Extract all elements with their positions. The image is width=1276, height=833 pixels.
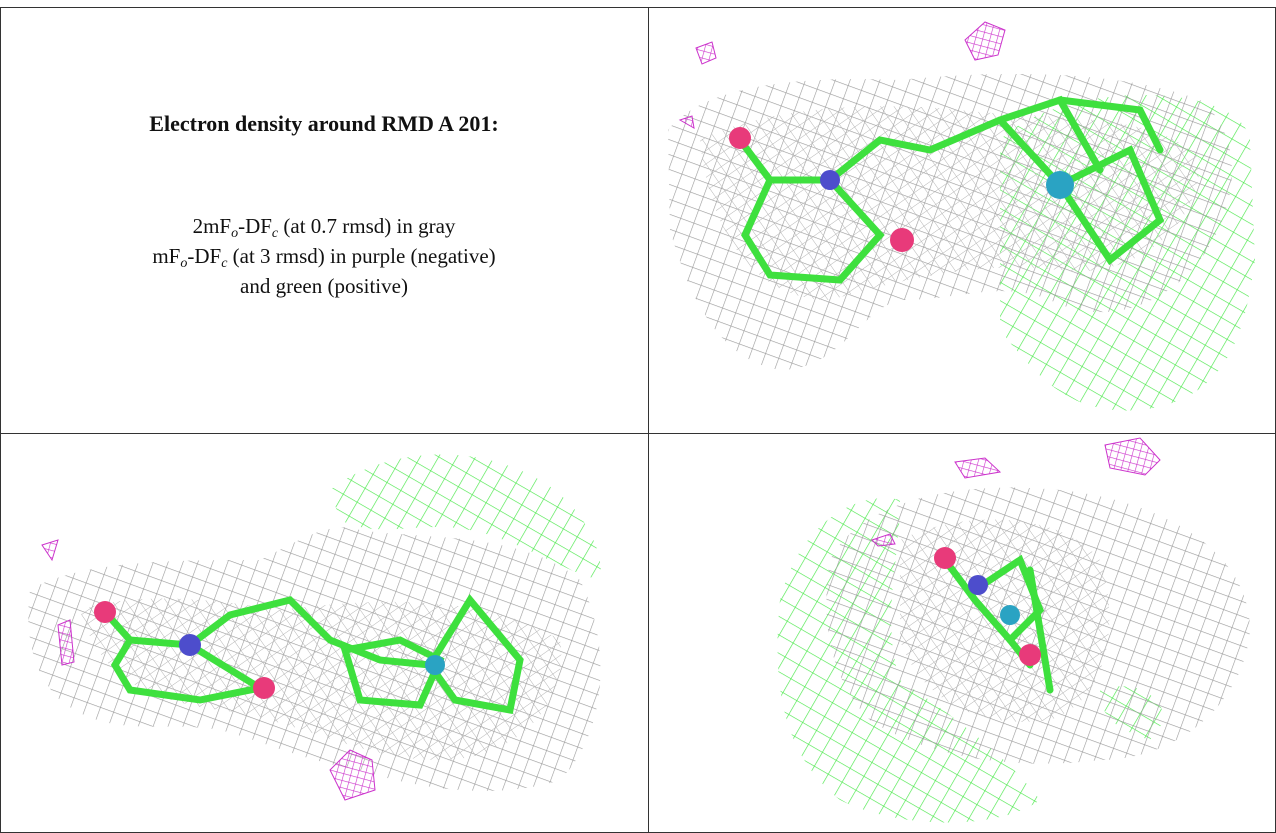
nitrogen-atom: [179, 634, 201, 656]
legend-line: 2mFo-DFc (at 0.7 rmsd) in gray: [0, 214, 648, 242]
oxygen-atom: [1019, 644, 1041, 666]
ruthenium-atom: [425, 655, 445, 675]
subscript: c: [221, 256, 228, 271]
molecule-sticks: [736, 95, 1165, 284]
legend-line: and green (positive): [0, 274, 648, 299]
text: -DF: [187, 244, 222, 268]
gray-mesh: [700, 106, 1200, 300]
subscript: c: [271, 226, 279, 241]
density-panel: [668, 21, 1255, 411]
legend-line: mFo-DFc (at 3 rmsd) in purple (negative): [0, 244, 648, 272]
oxygen-atom: [890, 228, 914, 252]
purple-mesh: [1104, 437, 1161, 476]
subscript: o: [231, 226, 239, 241]
legend-title: Electron density around RMD A 201:: [149, 111, 499, 136]
text: (at 3 rmsd) in purple (negative): [227, 244, 496, 268]
text: (at 0.7 rmsd) in gray: [278, 214, 456, 238]
purple-mesh: [871, 533, 896, 547]
subscript: o: [180, 256, 188, 271]
density-panel: [28, 454, 601, 801]
purple-mesh: [964, 21, 1006, 61]
green-mesh: [330, 454, 601, 580]
text: -DF: [238, 214, 272, 238]
purple-mesh: [695, 41, 717, 65]
purple-mesh: [954, 457, 1002, 479]
text: 2mF: [192, 214, 232, 238]
ruthenium-atom: [1046, 171, 1074, 199]
purple-mesh: [678, 115, 695, 129]
molecule-sticks: [101, 594, 524, 715]
oxygen-atom: [729, 127, 751, 149]
purple-mesh: [329, 749, 376, 801]
oxygen-atom: [934, 547, 956, 569]
nitrogen-atom: [968, 575, 988, 595]
legend-cell: Electron density around RMD A 201: 2mFo-…: [0, 7, 648, 433]
purple-mesh: [41, 539, 59, 562]
ruthenium-atom: [1000, 605, 1020, 625]
oxygen-atom: [253, 677, 275, 699]
oxygen-atom: [94, 601, 116, 623]
density-panel: [777, 437, 1250, 823]
text: and green (positive): [240, 274, 408, 298]
purple-mesh: [57, 619, 75, 666]
nitrogen-atom: [820, 170, 840, 190]
text: mF: [152, 244, 181, 268]
